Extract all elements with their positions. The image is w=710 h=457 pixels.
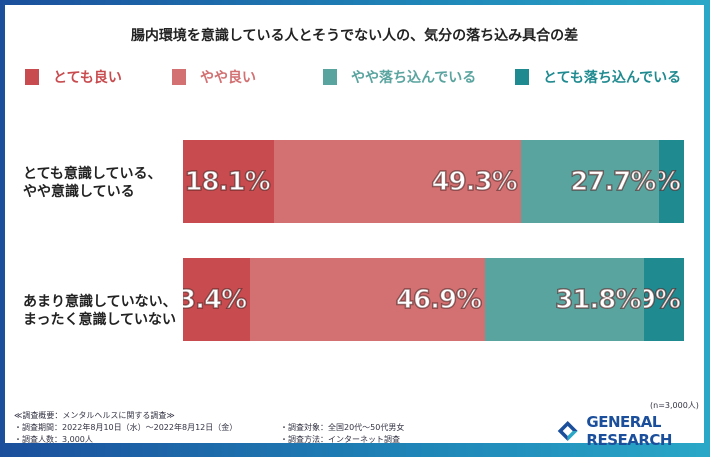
- legend-label: とても良い: [53, 70, 122, 86]
- data-label: 31.8%: [554, 284, 642, 316]
- legend-item: やや良い: [172, 67, 256, 87]
- data-label: 7.9%: [644, 284, 681, 316]
- row-label-line: とても意識している、: [23, 166, 162, 182]
- sample-size: (n=3,000人): [650, 401, 699, 410]
- bar-segment: 49.3%: [273, 140, 521, 223]
- bar-segment: 18.1%: [183, 140, 274, 223]
- bar-segment: 31.8%: [485, 258, 645, 341]
- row-label-line: あまり意識していない、: [23, 294, 177, 310]
- legend-item: やや落ち込んでいる: [323, 67, 476, 87]
- bar-segment: 46.9%: [250, 258, 486, 341]
- survey-heading: ≪調査概要：メンタルヘルスに関する調査≫: [14, 411, 175, 420]
- legend-label: やや落ち込んでいる: [351, 70, 477, 86]
- chart-panel: 腸内環境を意識している人とそうでない人の、気分の落ち込み具合の差 とても良いやや…: [5, 5, 704, 449]
- data-label: 46.9%: [395, 284, 483, 316]
- legend-swatch: [515, 69, 529, 85]
- survey-target: ・調査対象：全国20代～50代男女: [280, 423, 405, 432]
- bar-segment: 7.9%: [644, 258, 684, 341]
- data-label: 18.1%: [184, 166, 272, 198]
- legend-swatch: [323, 69, 337, 85]
- logo-text: GENERAL RESEARCH: [586, 413, 672, 449]
- survey-period: ・調査期間：2022年8月10日（水）～2022年8月12日（金）: [14, 423, 238, 432]
- bar-segment: 13.4%: [183, 258, 251, 341]
- legend-swatch: [172, 69, 186, 85]
- logo-mark-icon: [557, 421, 578, 441]
- bar-row-not-conscious: 13.4% 46.9% 31.8%7.9%: [183, 258, 684, 341]
- chart-title: 腸内環境を意識している人とそうでない人の、気分の落ち込み具合の差: [130, 28, 579, 44]
- row-label-line: やや意識している: [23, 184, 135, 200]
- bar-row-conscious: 18.1% 49.3% 27.7%4.9%: [183, 140, 684, 223]
- row-label-conscious: とても意識している、 やや意識している: [23, 165, 161, 201]
- data-label: 27.7%: [569, 166, 657, 198]
- legend-swatch: [25, 69, 39, 85]
- legend-label: とても落ち込んでいる: [543, 70, 682, 86]
- data-label: 13.4%: [183, 284, 248, 316]
- bar-segment: 4.9%: [659, 140, 684, 223]
- legend-label: やや良い: [200, 70, 256, 86]
- survey-count: ・調査人数：3,000人: [14, 435, 93, 444]
- row-label-line: まったく意識していない: [23, 312, 177, 328]
- data-label: 4.9%: [659, 166, 681, 198]
- bar-segment: 27.7%: [520, 140, 660, 223]
- survey-method: ・調査方法：インターネット調査: [280, 435, 400, 444]
- row-label-not-conscious: あまり意識していない、 まったく意識していない: [23, 293, 177, 329]
- legend-item: とても良い: [25, 67, 122, 87]
- legend-item: とても落ち込んでいる: [515, 67, 681, 87]
- data-label: 49.3%: [431, 166, 519, 198]
- general-research-logo: GENERAL RESEARCH: [557, 413, 704, 449]
